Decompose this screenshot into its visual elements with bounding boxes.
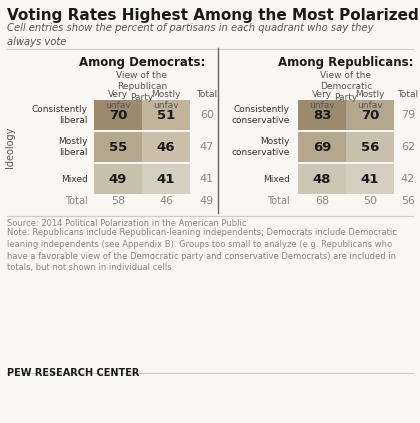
- Text: 51: 51: [157, 109, 175, 121]
- Text: 56: 56: [401, 196, 415, 206]
- Text: 47: 47: [200, 142, 214, 152]
- Text: 58: 58: [111, 196, 125, 206]
- FancyBboxPatch shape: [94, 132, 142, 162]
- FancyBboxPatch shape: [346, 132, 394, 162]
- Text: Voting Rates Highest Among the Most Polarized: Voting Rates Highest Among the Most Pola…: [7, 8, 419, 23]
- Text: Among Democrats:: Among Democrats:: [79, 56, 205, 69]
- Text: 48: 48: [313, 173, 331, 186]
- Text: 41: 41: [361, 173, 379, 186]
- Text: 83: 83: [313, 109, 331, 121]
- Text: 49: 49: [200, 196, 214, 206]
- Text: 55: 55: [109, 140, 127, 154]
- Text: 68: 68: [315, 196, 329, 206]
- Text: Mixed: Mixed: [61, 175, 88, 184]
- Text: 41: 41: [157, 173, 175, 186]
- Text: 50: 50: [363, 196, 377, 206]
- FancyBboxPatch shape: [298, 132, 346, 162]
- FancyBboxPatch shape: [142, 164, 190, 194]
- Text: 70: 70: [109, 109, 127, 121]
- Text: 56: 56: [361, 140, 379, 154]
- Text: 69: 69: [313, 140, 331, 154]
- Text: Mostly
conservative: Mostly conservative: [231, 137, 290, 157]
- Text: Mixed: Mixed: [263, 175, 290, 184]
- Text: 79: 79: [401, 110, 415, 120]
- Text: Total: Total: [397, 90, 419, 99]
- Text: 62: 62: [401, 142, 415, 152]
- FancyBboxPatch shape: [346, 164, 394, 194]
- Text: 70: 70: [361, 109, 379, 121]
- FancyBboxPatch shape: [94, 164, 142, 194]
- Text: View of the
Republican
Party: View of the Republican Party: [116, 71, 168, 102]
- Text: 41: 41: [200, 174, 214, 184]
- Text: 60: 60: [200, 110, 214, 120]
- Text: Consistently
liberal: Consistently liberal: [32, 105, 88, 125]
- Text: PEW RESEARCH CENTER: PEW RESEARCH CENTER: [7, 368, 139, 378]
- Text: Mostly
unfav: Mostly unfav: [151, 90, 181, 110]
- Text: Note: Republicans include Republican-leaning independents; Democrats include Dem: Note: Republicans include Republican-lea…: [7, 228, 397, 272]
- Text: 46: 46: [157, 140, 175, 154]
- Text: View of the
Democratic
Party: View of the Democratic Party: [320, 71, 372, 102]
- FancyBboxPatch shape: [94, 100, 142, 130]
- Text: Very
unfav: Very unfav: [309, 90, 335, 110]
- Text: Consistently
conservative: Consistently conservative: [231, 105, 290, 125]
- FancyBboxPatch shape: [142, 100, 190, 130]
- Text: Among Republicans:: Among Republicans:: [278, 56, 414, 69]
- FancyBboxPatch shape: [346, 100, 394, 130]
- FancyBboxPatch shape: [298, 164, 346, 194]
- Text: Cell entries show the percent of partisans in each quadrant who say they
always : Cell entries show the percent of partisa…: [7, 23, 373, 47]
- Text: 49: 49: [109, 173, 127, 186]
- Text: 42: 42: [401, 174, 415, 184]
- Text: Total: Total: [65, 196, 88, 206]
- Text: Total: Total: [197, 90, 218, 99]
- Text: Total: Total: [267, 196, 290, 206]
- Text: Mostly
liberal: Mostly liberal: [58, 137, 88, 157]
- Text: Ideology: Ideology: [5, 126, 15, 168]
- FancyBboxPatch shape: [142, 132, 190, 162]
- Text: Mostly
unfav: Mostly unfav: [355, 90, 385, 110]
- FancyBboxPatch shape: [298, 100, 346, 130]
- Text: 46: 46: [159, 196, 173, 206]
- Text: Very
unfav: Very unfav: [105, 90, 131, 110]
- Text: Source: 2014 Political Polarization in the American Public: Source: 2014 Political Polarization in t…: [7, 219, 247, 228]
